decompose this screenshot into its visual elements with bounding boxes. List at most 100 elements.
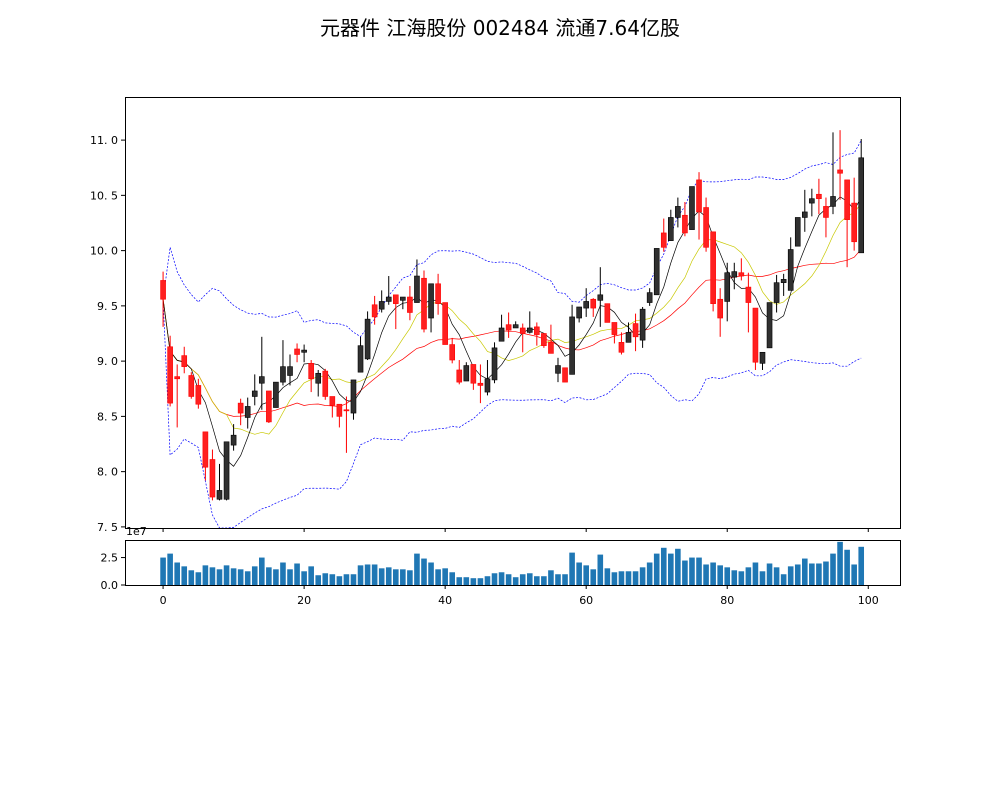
bollinger-lower-line [162,299,862,529]
candle-body [392,294,399,304]
candle-body [562,367,568,383]
candle [407,285,413,321]
candle-body [336,403,343,417]
volume-bar [738,571,745,585]
volume-bar [745,567,752,585]
candle-body [477,382,484,386]
candle-body [611,322,618,335]
candle-body [251,390,258,397]
candle-body [653,248,660,296]
candle-body [484,378,491,393]
candle [576,306,582,323]
candle [216,463,223,501]
volume-bar [569,552,575,585]
volume-bar [844,549,850,585]
candle [371,295,378,325]
volume-bar [646,562,653,585]
candle-body [618,342,625,353]
candle [357,336,364,373]
candle-body [555,365,561,374]
candle-body [456,369,463,383]
volume-bar [724,567,731,585]
volume-bar [583,565,589,585]
candle [660,218,667,252]
volume-bar [858,546,865,585]
candle [858,138,865,254]
candle-body [675,206,681,218]
volume-bar [470,578,477,585]
volume-bar [597,554,604,585]
volume-bar [794,564,801,585]
candle-body [773,282,780,303]
candle-body [167,346,173,404]
candle [470,364,477,390]
candle [794,217,801,247]
volume-bar [823,561,829,585]
volume-bar [315,575,322,585]
y-tick-label: 8. 0 [97,466,118,479]
volume-bar [421,558,427,585]
volume-bar [696,557,702,585]
candle [456,360,463,385]
candle [569,304,575,375]
volume-bar [590,569,597,585]
y-tick-label: 10. 5 [90,189,118,202]
candle-body [414,275,420,303]
candle-body [463,365,470,382]
candle [400,296,406,310]
candle-body [280,366,286,383]
candle [668,209,674,241]
candle [724,262,731,322]
candle-body [668,217,674,241]
volume-bar [160,557,166,585]
volume-bar [639,567,646,585]
candle [534,322,540,346]
price-axes-frame [125,97,901,529]
candle [639,306,646,348]
candle [837,130,843,200]
candle-body [590,298,597,309]
candle [844,179,850,268]
candle [555,357,561,383]
volume-bar [237,569,244,585]
candle-body [569,316,575,375]
candle-body [710,231,716,304]
volume-y-tick-label: 2.5 [101,552,119,565]
volume-bar [400,569,406,585]
candle-body [787,249,794,291]
candle [773,274,780,313]
candle-body [160,280,166,300]
candle [378,290,385,313]
volume-bar [463,577,470,585]
candle-body [526,327,533,333]
y-tick-label: 9. 5 [97,300,118,313]
candle-body [188,375,195,397]
candle [562,367,568,383]
candle-body [752,307,759,363]
volume-bar [251,566,258,585]
candle-body [534,326,540,335]
candle-body [428,283,434,319]
volume-bar [505,574,512,585]
candle [484,360,491,396]
candle-body [717,298,723,319]
candle-body [597,294,604,301]
candle [428,283,434,333]
volume-bar [689,557,695,585]
candle [519,323,526,353]
candle [343,396,350,453]
candle [491,342,498,384]
candle-body [343,409,350,412]
candle [618,332,625,355]
volume-bar [414,553,420,585]
candle-body [385,296,392,302]
candle [259,336,265,410]
ma5-line [162,196,862,467]
y-tick-label: 7. 5 [97,521,118,534]
volume-bar [273,569,279,585]
candle-body [639,308,646,341]
candle [632,313,639,352]
volume-bar [195,572,202,585]
candle-body [498,327,505,342]
candle [167,335,173,407]
